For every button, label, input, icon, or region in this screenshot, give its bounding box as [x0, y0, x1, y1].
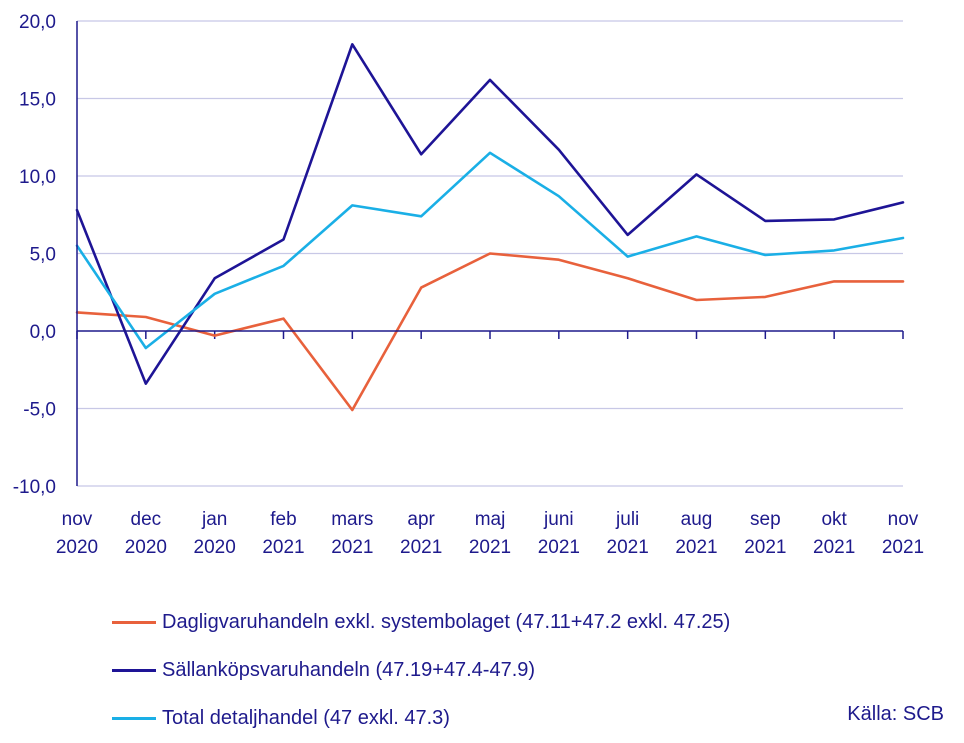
x-tick-year: 2020	[194, 537, 236, 558]
x-tick-label: jan 2020	[194, 509, 236, 558]
series-line-sallankopsvaruhandeln	[75, 42, 905, 386]
x-tick-label: maj 2021	[469, 509, 511, 558]
x-tick-label: mars 2021	[331, 509, 373, 558]
x-tick-label: aug 2021	[675, 509, 717, 558]
source-note: Källa: SCB	[847, 703, 944, 725]
x-tick-month: maj	[475, 509, 506, 530]
y-tick-label: 15,0	[19, 90, 56, 111]
legend-label: Sällanköpsvaruhandeln (47.19+47.4-47.9)	[162, 658, 536, 681]
x-tick-year: 2021	[675, 537, 717, 558]
line-chart: 20,0 15,0 10,0 5,0 0,0 -5,0 -10,0 nov 2020 dec 20…	[13, 12, 924, 558]
legend-label: Total detaljhandel (47 exkl. 47.3)	[162, 706, 450, 729]
x-tick-year: 2020	[56, 537, 98, 558]
x-tick-year: 2021	[262, 537, 304, 558]
y-tick-label: 20,0	[19, 12, 56, 33]
x-tick-year: 2020	[125, 537, 167, 558]
x-tick-month: dec	[131, 509, 162, 530]
x-tick-label: juli 2021	[607, 509, 649, 558]
legend-label: Dagligvaruhandeln exkl. systembolaget (4…	[162, 610, 731, 633]
x-tick-month: sep	[750, 509, 781, 530]
y-tick-label: 10,0	[19, 167, 56, 188]
legend-item-total-detaljhandel: Total detaljhandel (47 exkl. 47.3)	[112, 694, 730, 742]
series-lines	[75, 42, 905, 412]
legend-item-sallankopsvaruhandeln: Sällanköpsvaruhandeln (47.19+47.4-47.9)	[112, 646, 730, 694]
x-tick-year: 2021	[882, 537, 924, 558]
x-tick-month: aug	[681, 509, 713, 530]
x-tick-month: nov	[62, 509, 93, 530]
legend: Dagligvaruhandeln exkl. systembolaget (4…	[112, 598, 730, 742]
x-tick-month: feb	[270, 509, 296, 530]
x-tick-month: juli	[615, 509, 639, 530]
x-tick-label: feb 2021	[262, 509, 304, 558]
x-tick-year: 2021	[813, 537, 855, 558]
x-tick-year: 2021	[538, 537, 580, 558]
x-tick-year: 2021	[400, 537, 442, 558]
y-tick-label: -5,0	[23, 400, 56, 421]
x-tick-month: okt	[821, 509, 847, 530]
x-tick-label: nov 2020	[56, 509, 98, 558]
legend-swatch-dagligvaruhandeln	[112, 620, 156, 624]
y-axis-ticks: 20,0 15,0 10,0 5,0 0,0 -5,0 -10,0	[13, 12, 56, 498]
x-axis-ticks: nov 2020 dec 2020 jan 2020 feb 2021 mars 2021 apr 2…	[56, 331, 924, 558]
x-tick-label: nov 2021	[882, 509, 924, 558]
x-tick-label: juni 2021	[538, 509, 580, 558]
x-tick-label: okt 2021	[813, 509, 855, 558]
x-tick-year: 2021	[469, 537, 511, 558]
x-tick-label: dec 2020	[125, 509, 167, 558]
x-tick-month: mars	[331, 509, 373, 530]
legend-item-dagligvaruhandeln: Dagligvaruhandeln exkl. systembolaget (4…	[112, 598, 730, 646]
x-tick-month: apr	[407, 509, 435, 530]
x-tick-label: sep 2021	[744, 509, 786, 558]
legend-swatch-total-detaljhandel	[112, 716, 156, 720]
y-tick-label: 0,0	[30, 322, 56, 343]
x-tick-label: apr 2021	[400, 509, 442, 558]
legend-swatch-sallankopsvaruhandeln	[112, 668, 156, 672]
x-tick-month: juni	[543, 509, 574, 530]
x-tick-year: 2021	[744, 537, 786, 558]
series-line-dagligvaruhandeln	[75, 252, 905, 412]
x-tick-year: 2021	[331, 537, 373, 558]
x-tick-month: nov	[888, 509, 919, 530]
series-line-total-detaljhandel	[75, 151, 905, 350]
y-tick-label: 5,0	[30, 245, 56, 266]
y-tick-label: -10,0	[13, 477, 56, 498]
x-tick-year: 2021	[607, 537, 649, 558]
x-tick-month: jan	[201, 509, 227, 530]
gridlines	[77, 20, 903, 487]
